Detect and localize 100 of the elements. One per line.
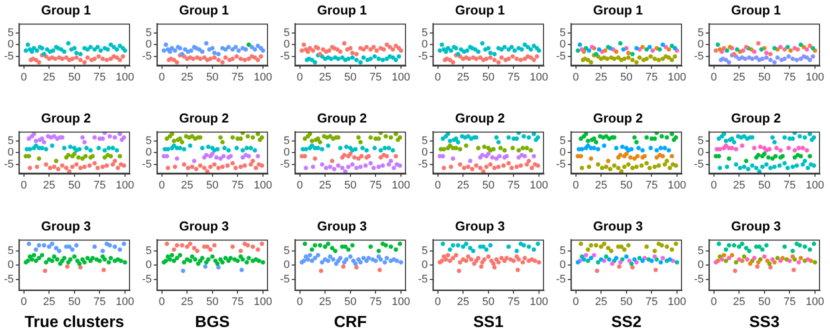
point xyxy=(95,44,100,50)
point xyxy=(223,47,228,52)
point xyxy=(250,135,256,140)
point xyxy=(747,248,752,254)
point xyxy=(112,244,118,249)
point xyxy=(478,55,482,60)
point xyxy=(378,257,383,262)
point xyxy=(501,163,506,168)
point xyxy=(536,242,540,246)
point xyxy=(778,258,783,264)
point xyxy=(168,257,172,262)
point xyxy=(28,146,32,152)
point xyxy=(496,140,501,144)
x-tick-label: 25 xyxy=(180,179,194,192)
point xyxy=(166,166,170,170)
point xyxy=(649,258,654,264)
point xyxy=(310,138,314,144)
point xyxy=(333,248,338,254)
point xyxy=(76,155,81,160)
point xyxy=(804,55,810,60)
x-tick-label: 0 xyxy=(434,179,441,192)
point xyxy=(223,256,228,260)
point xyxy=(510,54,515,59)
chart-title: Group 2 xyxy=(731,110,781,126)
point xyxy=(310,58,314,62)
point xyxy=(748,261,752,266)
point xyxy=(218,135,223,140)
point xyxy=(806,257,810,262)
y-tick-label: 5 xyxy=(8,135,14,148)
point xyxy=(90,256,95,260)
point xyxy=(738,166,742,170)
point xyxy=(36,156,42,161)
x-tick-label: 50 xyxy=(620,179,633,192)
point xyxy=(378,148,383,153)
point xyxy=(526,135,532,140)
point xyxy=(658,260,663,264)
x-tick-label: 50 xyxy=(482,296,495,308)
point xyxy=(511,258,516,264)
point xyxy=(668,257,672,262)
point xyxy=(328,134,332,138)
point xyxy=(364,44,369,50)
x-tick-label: 25 xyxy=(732,179,746,192)
point xyxy=(782,56,787,61)
point xyxy=(637,256,642,260)
point xyxy=(212,50,217,56)
point xyxy=(468,158,472,164)
point xyxy=(468,246,472,250)
point xyxy=(164,136,170,141)
point xyxy=(96,54,101,59)
point xyxy=(618,152,623,158)
point xyxy=(304,166,308,170)
x-tick-label: 50 xyxy=(344,179,357,192)
point xyxy=(96,146,101,150)
point xyxy=(627,258,632,264)
y-tick-label: -5 xyxy=(556,273,566,286)
x-tick-label: 50 xyxy=(206,71,219,84)
point xyxy=(644,244,649,249)
point xyxy=(246,256,251,260)
point xyxy=(484,56,489,61)
x-axis-title: BGS xyxy=(195,314,230,331)
point xyxy=(36,243,42,248)
point xyxy=(336,163,340,168)
y-tick-label: 0 xyxy=(698,146,704,159)
point xyxy=(234,54,239,59)
point xyxy=(220,164,225,169)
point xyxy=(102,148,107,153)
point xyxy=(524,162,530,167)
point xyxy=(118,58,122,62)
x-tick-label: 75 xyxy=(94,179,106,192)
point xyxy=(644,135,649,140)
point xyxy=(506,244,511,249)
point xyxy=(620,144,625,150)
point xyxy=(812,163,816,168)
point xyxy=(372,146,377,150)
point xyxy=(744,44,748,50)
point xyxy=(506,56,511,61)
point xyxy=(240,268,244,272)
point xyxy=(36,256,42,260)
point xyxy=(302,42,306,47)
point xyxy=(640,258,645,264)
x-tick-label: 0 xyxy=(296,179,303,192)
point xyxy=(787,258,792,264)
point xyxy=(376,248,381,254)
point xyxy=(306,50,310,54)
x-tick-label: 50 xyxy=(68,296,81,308)
point xyxy=(226,44,231,50)
point xyxy=(380,58,385,62)
point xyxy=(536,135,540,140)
point xyxy=(596,260,600,264)
x-tick-label: 25 xyxy=(594,296,608,308)
point xyxy=(450,156,456,161)
point xyxy=(40,252,44,258)
point xyxy=(606,158,610,164)
point xyxy=(260,48,266,53)
point xyxy=(456,268,462,273)
point xyxy=(343,244,348,249)
point xyxy=(448,258,452,264)
point xyxy=(74,162,79,167)
point xyxy=(775,256,780,260)
point xyxy=(235,258,240,264)
